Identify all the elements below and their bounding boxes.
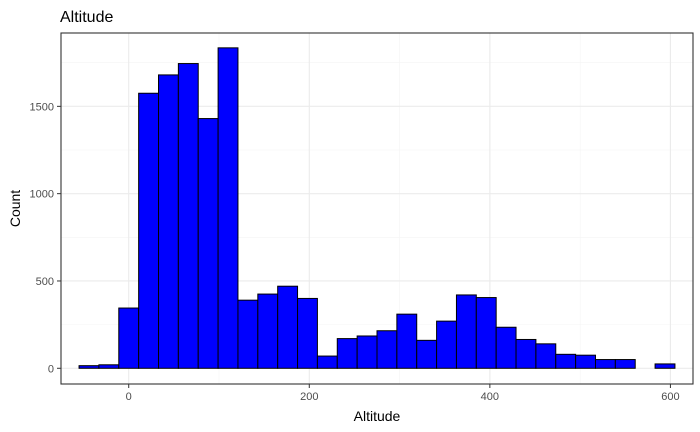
histogram-bar (138, 92, 160, 369)
histogram-bar (197, 118, 219, 369)
y-tick-label: 500 (36, 276, 54, 288)
histogram-bar (515, 338, 537, 369)
x-axis: 0 200 400 600 (126, 384, 680, 403)
histogram-bar (376, 330, 398, 369)
y-tick-label: 1000 (30, 189, 54, 201)
histogram-bar (78, 365, 100, 369)
histogram-bar (297, 297, 318, 369)
histogram-bar (654, 363, 676, 369)
histogram-bar (455, 294, 477, 369)
x-axis-title: Altitude (354, 408, 401, 424)
histogram-bar (436, 320, 457, 369)
histogram-bar (535, 343, 557, 369)
histogram-bar (98, 364, 120, 369)
y-tick-label: 1500 (30, 101, 54, 113)
x-tick-label: 400 (481, 391, 499, 403)
x-tick-label: 600 (661, 391, 679, 403)
x-tick-label: 200 (300, 391, 318, 403)
histogram-bar (177, 63, 199, 369)
y-tick-label: 0 (48, 363, 54, 375)
histogram-bar (575, 354, 596, 369)
histogram-bar (277, 285, 299, 369)
histogram-bar (614, 359, 636, 369)
chart-title: Altitude (60, 9, 113, 26)
histogram-bar (257, 293, 279, 369)
histogram-bar (416, 339, 438, 369)
histogram-bar (336, 338, 358, 369)
histogram-bar (158, 74, 179, 369)
x-tick-label: 0 (126, 391, 132, 403)
bars-layer (78, 47, 676, 369)
histogram-bar (495, 326, 517, 369)
histogram-bar (316, 355, 338, 369)
histogram-bar (118, 307, 140, 369)
histogram-bar (396, 313, 418, 369)
histogram-bar (594, 359, 616, 369)
histogram-bar (217, 47, 239, 369)
histogram-bar (237, 299, 259, 369)
histogram-bar (356, 335, 378, 369)
histogram-bar (555, 353, 577, 369)
panel-border (60, 32, 694, 385)
y-axis: 0 500 1000 1500 (30, 101, 61, 375)
y-axis-title: Count (7, 190, 23, 227)
histogram-bar (475, 297, 497, 369)
